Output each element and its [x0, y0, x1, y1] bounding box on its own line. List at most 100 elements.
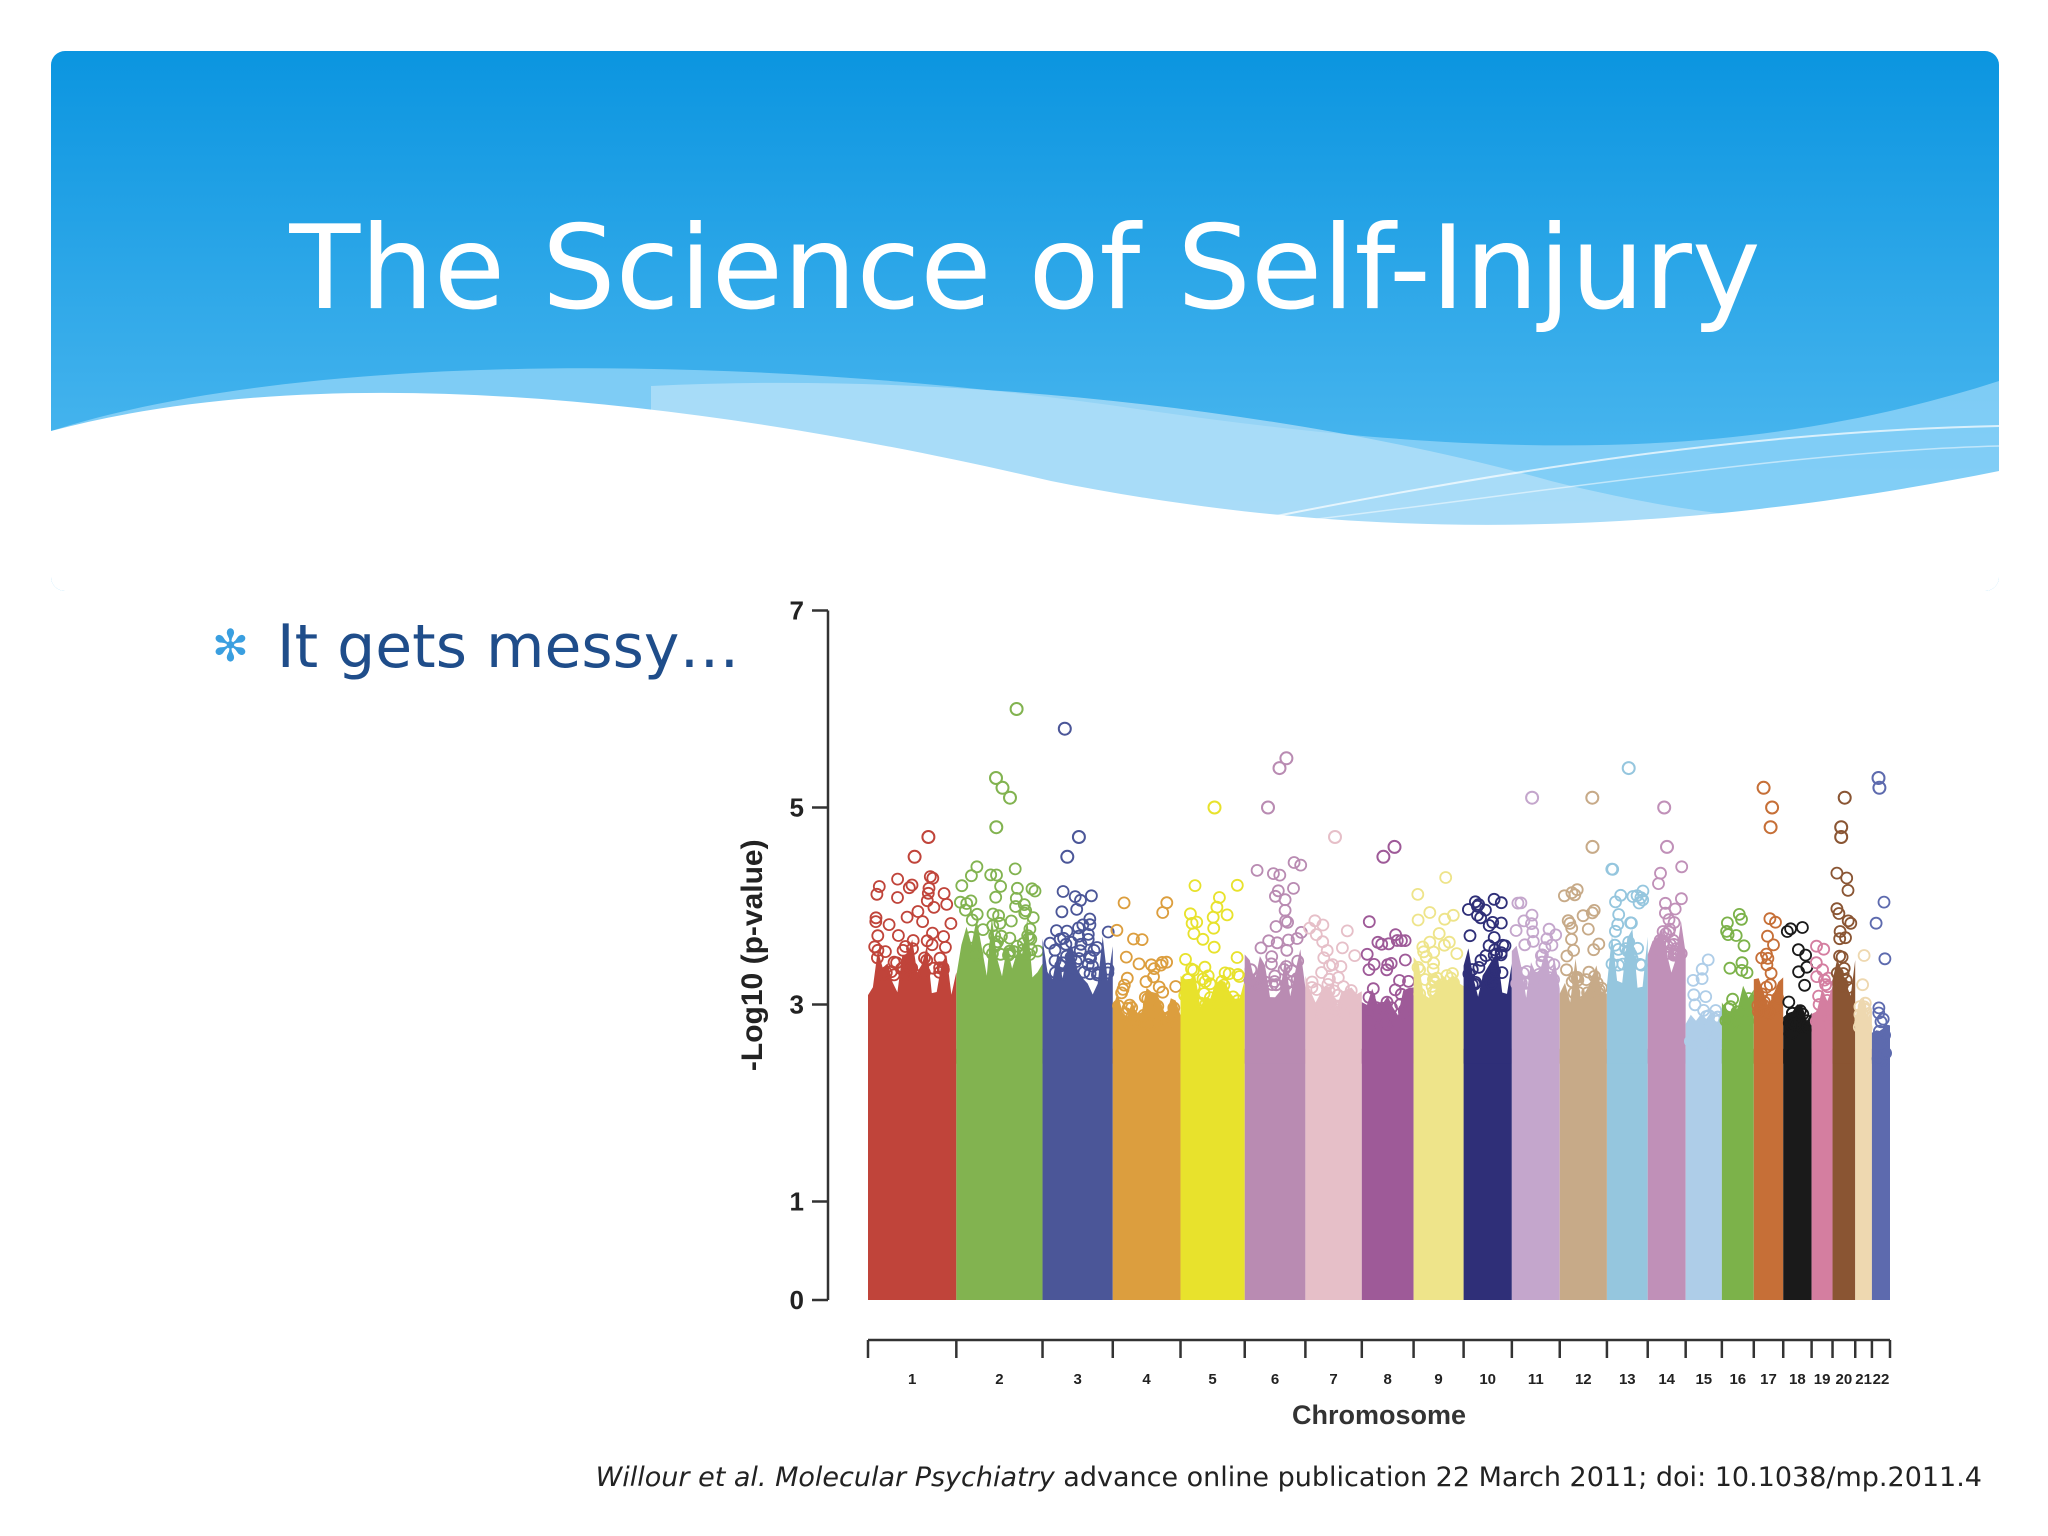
chromosome-20-point [1830, 966, 1844, 980]
chromosome-20-point [1833, 925, 1847, 938]
chromosome-6-point [1280, 943, 1294, 957]
chromosome-18-points [1780, 921, 1814, 1300]
chromosome-3-point [1050, 924, 1063, 937]
chromosome-10-dense-band [1463, 1048, 1512, 1300]
chromosome-2-point [954, 895, 967, 909]
chromosome-6-point [1269, 920, 1283, 933]
x-tick-label: 13 [1619, 1371, 1636, 1388]
chromosome-6-point [1291, 954, 1305, 968]
chromosome-15-point [1699, 990, 1713, 1003]
chromosome-5-point [1207, 921, 1221, 935]
chromosome-5-point [1230, 951, 1244, 964]
chromosome-4-point [1117, 978, 1131, 992]
chromosome-18-point [1780, 925, 1794, 938]
chromosome-22-point [1869, 916, 1883, 930]
chromosome-4-point [1156, 985, 1170, 999]
chromosome-8-point [1377, 1011, 1391, 1025]
chromosome-8-point [1381, 958, 1395, 972]
chromosome-19-point [1818, 973, 1831, 987]
chromosome-2-point [1017, 898, 1031, 911]
peak-point [1765, 800, 1780, 815]
chromosome-1-dense-band [868, 1048, 957, 1300]
chromosome-7-point [1337, 980, 1350, 993]
chromosome-6-points [1243, 856, 1308, 1300]
chromosome-15-dense-band [1685, 1048, 1722, 1300]
chromosome-14-dense-edge [1647, 920, 1686, 1064]
chromosome-4-point [1135, 933, 1149, 946]
chromosome-11-point [1518, 938, 1532, 952]
chromosome-11-point [1543, 971, 1557, 985]
chromosome-14-point [1662, 925, 1676, 939]
chromosome-18-dense-band [1783, 1048, 1812, 1300]
peak-point [1071, 830, 1086, 844]
chromosome-17-points [1751, 912, 1784, 1300]
chromosome-19-point [1810, 939, 1823, 953]
slide-header: The Science of Self-Injury [51, 51, 1999, 591]
chromosome-12-point [1581, 922, 1595, 936]
bullet-text: It gets messy… [276, 612, 740, 682]
chromosome-3-point [1060, 949, 1073, 963]
chromosome-1-points [868, 870, 958, 1300]
chromosome-12-dense-band [1559, 1048, 1607, 1300]
chromosome-5-point [1187, 980, 1201, 994]
chromosome-9-point [1411, 913, 1425, 927]
x-tick-label: 8 [1384, 1371, 1392, 1388]
citation-authors: Willour et al. [595, 1462, 767, 1493]
chromosome-13-point [1608, 938, 1622, 952]
peak-point [1272, 761, 1287, 776]
chromosome-2-point [986, 907, 1000, 921]
chromosome-7-dense-edge [1305, 975, 1362, 1064]
chromosome-10-point [1495, 966, 1509, 979]
chromosome-19-points [1809, 939, 1835, 1300]
chromosome-21-points [1852, 949, 1873, 1300]
chromosome-1-point [882, 918, 896, 931]
chromosome-14-point [1661, 946, 1675, 960]
chromosome-15-point [1695, 972, 1709, 985]
chromosome-1-point [916, 915, 929, 928]
chromosome-20-points [1830, 866, 1858, 1300]
chromosome-9-point [1438, 912, 1452, 926]
chromosome-10-point [1487, 892, 1501, 906]
chromosome-14-point [1669, 945, 1682, 959]
x-tick-label: 4 [1142, 1371, 1151, 1388]
chromosome-7-point [1305, 975, 1319, 989]
chromosome-8-point [1362, 915, 1376, 929]
x-tick-label: 6 [1271, 1371, 1279, 1388]
chromosome-6-point [1262, 934, 1276, 948]
chromosome-3-point [1091, 968, 1104, 982]
chromosome-12-point [1582, 965, 1596, 979]
y-tick-label: 1 [790, 1187, 804, 1217]
chromosome-13-point [1630, 889, 1644, 902]
chromosome-19-point [1812, 998, 1826, 1011]
chromosome-9-point [1411, 888, 1425, 901]
chromosome-18-point [1796, 1007, 1810, 1021]
bullet-item: ✻ It gets messy… [212, 612, 739, 682]
chromosome-12-point [1581, 986, 1594, 1000]
chromosome-7-point [1344, 984, 1358, 997]
chromosome-3-point [1083, 967, 1097, 981]
chromosome-2-point [966, 948, 980, 962]
peak-point [1834, 830, 1849, 844]
chromosome-17-point [1771, 991, 1784, 1005]
chromosome-12-point [1568, 888, 1582, 902]
x-axis-label: Chromosome [1292, 1400, 1466, 1430]
chromosome-2-point [1023, 922, 1037, 936]
chromosome-1-point [922, 881, 936, 895]
chromosome-4-point [1143, 1017, 1156, 1031]
peak-point [1009, 702, 1024, 716]
chromosome-5-dense-band [1180, 1048, 1245, 1300]
chromosome-14-point [1652, 945, 1666, 958]
chromosome-5-point [1218, 989, 1231, 1002]
peak-point [1756, 780, 1771, 795]
chromosome-5-point [1222, 967, 1236, 980]
chromosome-10-point [1479, 949, 1493, 962]
chromosome-20-point [1841, 914, 1855, 928]
x-tick-label: 22 [1873, 1371, 1890, 1388]
chromosome-19-point [1810, 970, 1824, 983]
chromosome-16-point [1720, 925, 1733, 938]
peak-point [1657, 800, 1672, 815]
chromosome-3-point [1081, 928, 1095, 941]
chromosome-columns [868, 856, 1892, 1300]
chromosome-15-point [1686, 974, 1700, 987]
